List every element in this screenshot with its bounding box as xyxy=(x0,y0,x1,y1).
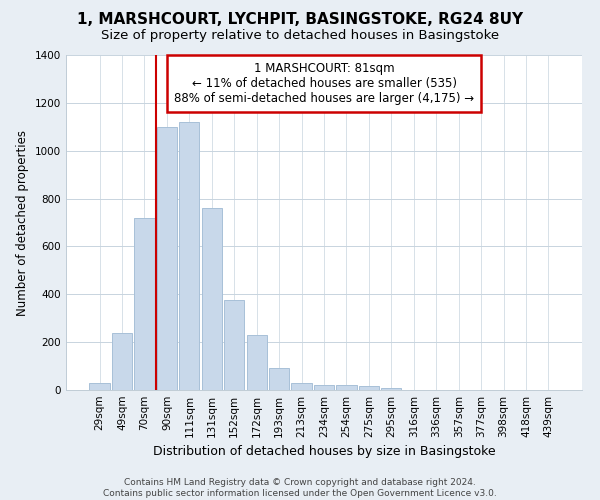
Y-axis label: Number of detached properties: Number of detached properties xyxy=(16,130,29,316)
Bar xyxy=(269,368,289,390)
Bar xyxy=(224,300,244,390)
Text: 1, MARSHCOURT, LYCHPIT, BASINGSTOKE, RG24 8UY: 1, MARSHCOURT, LYCHPIT, BASINGSTOKE, RG2… xyxy=(77,12,523,28)
Bar xyxy=(314,385,334,390)
Bar xyxy=(381,388,401,390)
Text: Contains HM Land Registry data © Crown copyright and database right 2024.
Contai: Contains HM Land Registry data © Crown c… xyxy=(103,478,497,498)
Bar xyxy=(112,332,132,390)
Bar xyxy=(134,218,155,390)
Text: 1 MARSHCOURT: 81sqm
← 11% of detached houses are smaller (535)
88% of semi-detac: 1 MARSHCOURT: 81sqm ← 11% of detached ho… xyxy=(174,62,474,104)
Bar xyxy=(292,383,311,390)
Bar xyxy=(89,383,110,390)
X-axis label: Distribution of detached houses by size in Basingstoke: Distribution of detached houses by size … xyxy=(152,446,496,458)
Bar xyxy=(202,208,222,390)
Bar xyxy=(157,127,177,390)
Bar xyxy=(247,335,267,390)
Text: Size of property relative to detached houses in Basingstoke: Size of property relative to detached ho… xyxy=(101,29,499,42)
Bar xyxy=(179,122,199,390)
Bar xyxy=(359,386,379,390)
Bar xyxy=(337,385,356,390)
